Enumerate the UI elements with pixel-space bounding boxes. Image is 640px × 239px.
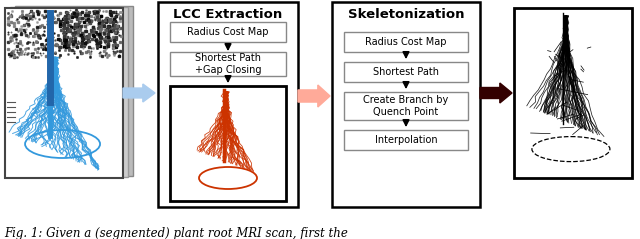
Bar (5, 8, 123, 178)
FancyArrow shape (123, 84, 155, 102)
Bar (170, 52, 286, 76)
Bar (344, 32, 468, 52)
Bar (514, 8, 632, 178)
Text: Create Branch by
Quench Point: Create Branch by Quench Point (364, 95, 449, 117)
Bar (10, 7, 128, 177)
Bar (170, 86, 286, 201)
Bar (170, 22, 286, 42)
Bar (344, 130, 468, 150)
Text: Shortest Path: Shortest Path (373, 67, 439, 77)
Bar (344, 92, 468, 120)
Bar (332, 2, 480, 207)
Bar (344, 62, 468, 82)
Text: Radius Cost Map: Radius Cost Map (188, 27, 269, 37)
FancyArrow shape (298, 85, 330, 107)
Text: Interpolation: Interpolation (374, 135, 437, 145)
Text: LCC Extraction: LCC Extraction (173, 7, 283, 21)
Text: Shortest Path
+Gap Closing: Shortest Path +Gap Closing (195, 53, 261, 75)
Text: Radius Cost Map: Radius Cost Map (365, 37, 447, 47)
FancyArrow shape (480, 83, 512, 103)
Text: Fig. 1: Given a (segmented) plant root MRI scan, first the: Fig. 1: Given a (segmented) plant root M… (4, 227, 348, 239)
Bar (158, 2, 298, 207)
Bar (15, 6, 133, 176)
Text: Skeletonization: Skeletonization (348, 7, 464, 21)
